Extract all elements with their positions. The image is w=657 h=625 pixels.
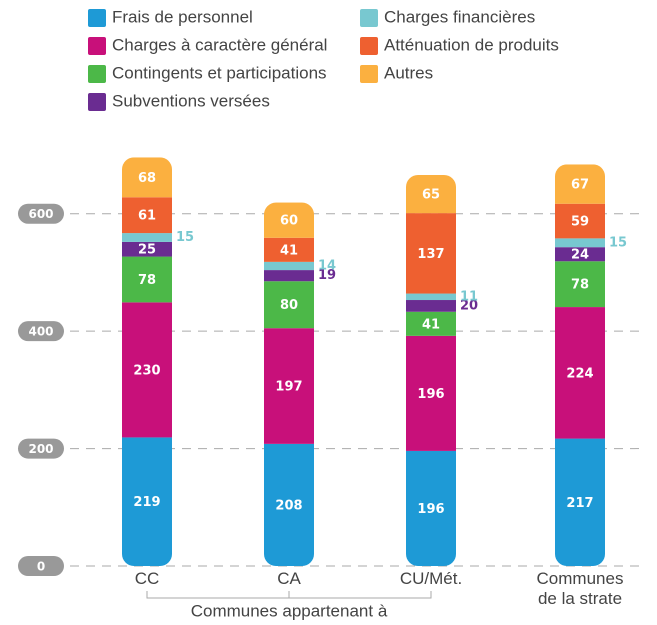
bar-segment [555, 164, 605, 204]
value-label: 65 [422, 188, 440, 203]
y-tick-pill [18, 321, 64, 342]
value-label: 137 [417, 247, 444, 262]
y-tick-label: 200 [28, 442, 53, 456]
bar-segment [555, 203, 605, 239]
bar-segment [122, 157, 172, 198]
value-label: 11 [460, 289, 478, 304]
value-label: 59 [571, 215, 589, 230]
bar-segment [264, 328, 314, 444]
bar-segment [264, 237, 314, 262]
x-tick-label: CC [134, 569, 160, 588]
value-label: 197 [275, 380, 302, 395]
bar-segment [406, 293, 456, 301]
legend-label: Charges financières [384, 7, 535, 26]
bar-segment [122, 241, 172, 257]
bar-segment [406, 174, 456, 214]
bar-segment [122, 437, 172, 566]
legend-label: Charges à caractère général [112, 35, 327, 54]
legend-swatch [88, 37, 106, 55]
legend-swatch [360, 65, 378, 83]
value-label: 78 [138, 273, 156, 288]
y-tick-label: 600 [28, 207, 53, 221]
value-label: 224 [566, 366, 593, 381]
legend-swatch [88, 65, 106, 83]
value-label: 78 [571, 278, 589, 293]
bar-stack [264, 202, 314, 566]
value-label: 217 [566, 496, 593, 511]
bar-segment [122, 197, 172, 234]
x-tick-label: Communes de la strate [536, 569, 624, 608]
value-label: 25 [138, 243, 156, 258]
value-label: 196 [417, 387, 444, 402]
bar-segment [122, 302, 172, 438]
x-tick-label: CA [277, 569, 301, 588]
legend-swatch [88, 93, 106, 111]
value-label: 230 [133, 363, 160, 378]
legend-swatch [360, 9, 378, 27]
bar-segment [406, 450, 456, 566]
legend-swatch [88, 9, 106, 27]
value-label: 67 [571, 178, 589, 193]
y-tick-pill [18, 203, 64, 224]
legend-label: Frais de personnel [112, 7, 253, 26]
x-tick-label: CU/Mét. [399, 569, 463, 588]
bar-segment [555, 261, 605, 308]
value-label: 14 [318, 258, 336, 273]
value-label: 80 [280, 298, 298, 313]
bar-segment [264, 261, 314, 271]
y-tick-label: 400 [28, 325, 53, 339]
value-label: 19 [318, 268, 336, 283]
bar-segment [264, 281, 314, 329]
bar-segment [122, 233, 172, 242]
value-label: 41 [422, 317, 440, 332]
y-tick-pill [18, 438, 64, 459]
legend-label: Subventions versées [112, 91, 270, 110]
bar-segment [406, 311, 456, 336]
bar-stack [406, 174, 456, 566]
legend-label: Autres [384, 63, 433, 82]
legend-label: Contingents et participations [112, 63, 327, 82]
value-label: 61 [138, 209, 156, 224]
legend-swatch [360, 37, 378, 55]
y-tick-pill [18, 556, 64, 576]
value-label: 219 [133, 495, 160, 510]
bar-stack [555, 164, 605, 566]
bar-segment [555, 247, 605, 262]
bar-segment [555, 307, 605, 439]
y-tick-label: 0 [37, 560, 45, 574]
bar-segment [406, 300, 456, 312]
bar-segment [406, 213, 456, 294]
legend-label: Atténuation de produits [384, 35, 559, 54]
bar-segment [264, 270, 314, 282]
bar-segment [406, 335, 456, 451]
value-label: 15 [176, 230, 194, 245]
value-label: 208 [275, 498, 302, 513]
bar-segment [555, 438, 605, 566]
bracket [146, 591, 432, 599]
bar-segment [122, 256, 172, 303]
bar-segment [264, 202, 314, 238]
value-label: 196 [417, 502, 444, 517]
bar-segment [555, 238, 605, 248]
value-label: 15 [609, 235, 627, 250]
value-label: 68 [138, 171, 156, 186]
group-label: Communes appartenant à [191, 601, 388, 620]
bar-segment [264, 443, 314, 566]
value-label: 24 [571, 248, 589, 263]
value-label: 60 [280, 214, 298, 229]
value-label: 41 [280, 243, 298, 258]
value-label: 20 [460, 298, 478, 313]
bar-stack [122, 157, 172, 566]
